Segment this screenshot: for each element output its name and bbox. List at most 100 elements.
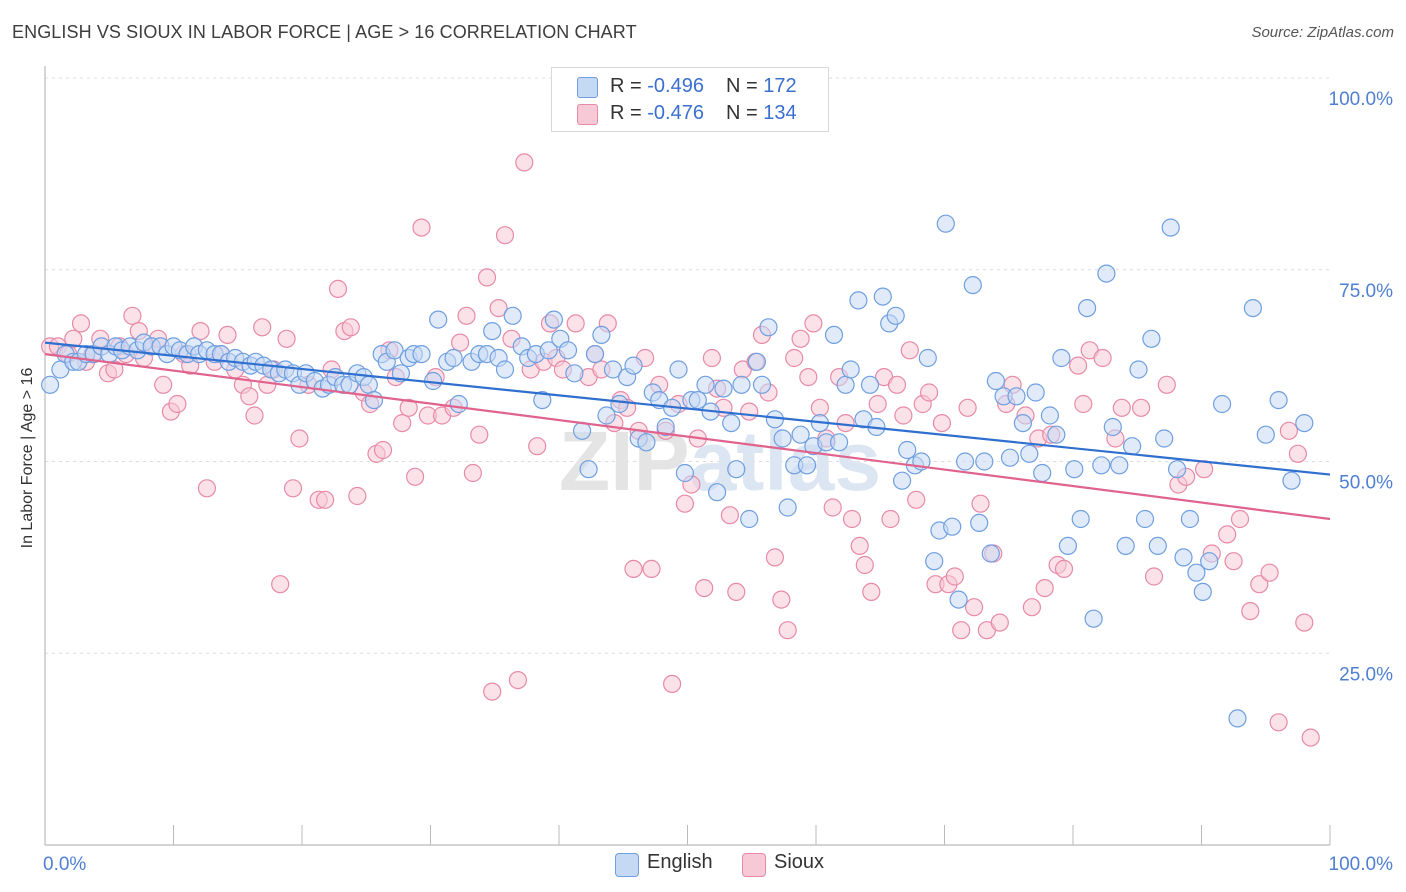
- english-point-49: [385, 341, 404, 360]
- english-point-162: [1129, 360, 1148, 379]
- sioux-point-4: [71, 314, 91, 333]
- english-point-57: [444, 348, 463, 368]
- y-tick-label-2: 75.0%: [1339, 281, 1393, 302]
- sioux-point-97: [702, 348, 722, 368]
- english-point-159: [1110, 456, 1129, 475]
- source-credit: Source: ZipAtlas.com: [1251, 24, 1394, 41]
- english-series: [40, 214, 1314, 728]
- english-point-110: [797, 456, 817, 475]
- english-point-179: [1282, 471, 1301, 490]
- english-point-143: [1007, 387, 1026, 406]
- sioux-point-19: [168, 394, 187, 414]
- english-legend-swatch: [615, 853, 639, 877]
- english-point-145: [1020, 444, 1039, 463]
- sioux-point-113: [804, 314, 823, 333]
- english-point-176: [1243, 299, 1263, 318]
- sioux-point-111: [791, 329, 810, 348]
- english-point-105: [765, 410, 785, 429]
- sioux-point-173: [1288, 444, 1308, 463]
- sioux-point-114: [810, 398, 830, 417]
- english-point-99: [727, 460, 746, 479]
- sioux-point-128: [900, 341, 919, 360]
- sioux-point-133: [932, 414, 952, 433]
- sioux-legend-label: Sioux: [774, 851, 825, 873]
- english-point-175: [1228, 709, 1247, 728]
- sioux-point-137: [958, 398, 977, 417]
- english-point-104: [759, 318, 778, 337]
- english-point-169: [1174, 548, 1193, 567]
- sioux-point-12: [123, 306, 142, 325]
- english-point-115: [829, 433, 849, 452]
- english-point-149: [1047, 425, 1066, 444]
- sioux-point-172: [1279, 421, 1299, 440]
- sioux-point-37: [290, 429, 309, 448]
- sioux-point-23: [197, 479, 216, 498]
- english-point-83: [624, 356, 643, 375]
- sioux-r-value: -0.476: [647, 102, 704, 124]
- english-point-147: [1033, 463, 1052, 483]
- english-point-166: [1155, 429, 1174, 448]
- english-point-70: [539, 341, 558, 360]
- english-point-98: [722, 414, 741, 433]
- sioux-point-120: [850, 536, 869, 556]
- sioux-point-135: [945, 567, 964, 586]
- sioux-point-155: [1093, 348, 1112, 368]
- sioux-point-116: [823, 498, 842, 517]
- sioux-r-label: R =: [610, 102, 648, 124]
- english-r-value: -0.496: [647, 75, 704, 97]
- y-tick-label-1: 50.0%: [1339, 473, 1393, 494]
- sioux-point-70: [515, 153, 534, 172]
- sioux-point-52: [393, 414, 412, 433]
- sioux-point-100: [720, 506, 740, 525]
- sioux-point-158: [1131, 398, 1151, 417]
- english-point-157: [1097, 264, 1116, 283]
- english-point-53: [412, 345, 431, 364]
- english-point-0: [40, 375, 60, 394]
- sioux-point-136: [952, 621, 971, 640]
- english-point-124: [886, 306, 905, 325]
- english-point-88: [656, 417, 675, 437]
- sioux-point-88: [642, 559, 661, 579]
- sioux-point-49: [373, 440, 393, 460]
- sioux-point-152: [1068, 356, 1088, 375]
- sioux-point-129: [907, 490, 926, 509]
- sioux-point-148: [1035, 578, 1054, 598]
- sioux-point-34: [271, 575, 290, 594]
- english-point-174: [1212, 394, 1232, 414]
- sioux-point-146: [1022, 598, 1042, 617]
- english-point-55: [429, 310, 448, 329]
- chart-title: ENGLISH VS SIOUX IN LABOR FORCE | AGE > …: [12, 22, 637, 42]
- english-point-165: [1148, 536, 1167, 556]
- english-point-109: [791, 425, 810, 444]
- english-point-137: [970, 513, 989, 533]
- english-point-94: [696, 375, 715, 394]
- sioux-point-96: [695, 578, 714, 598]
- sioux-point-171: [1269, 713, 1288, 732]
- sioux-point-85: [624, 559, 643, 579]
- english-point-97: [714, 379, 733, 398]
- english-point-79: [597, 406, 616, 425]
- sioux-trend-line: [44, 353, 1331, 521]
- english-point-80: [603, 360, 623, 379]
- english-point-101: [740, 509, 759, 529]
- sioux-point-112: [799, 368, 818, 387]
- sioux-point-110: [785, 348, 804, 368]
- english-point-167: [1161, 218, 1180, 237]
- trend-lines: [44, 341, 1331, 521]
- english-n-value: 172: [763, 75, 797, 97]
- english-r-label: R =: [610, 75, 648, 97]
- sioux-swatch: [577, 104, 598, 125]
- sioux-point-30: [245, 406, 264, 425]
- sioux-point-77: [566, 314, 585, 333]
- english-point-50: [391, 364, 410, 383]
- english-point-173: [1200, 552, 1219, 571]
- sioux-point-127: [894, 406, 913, 425]
- sioux-point-31: [253, 318, 272, 337]
- english-point-103: [752, 375, 772, 394]
- sioux-point-159: [1144, 567, 1164, 586]
- english-point-120: [860, 375, 880, 394]
- english-point-69: [533, 391, 552, 410]
- english-point-151: [1058, 536, 1078, 556]
- sioux-point-123: [868, 394, 887, 414]
